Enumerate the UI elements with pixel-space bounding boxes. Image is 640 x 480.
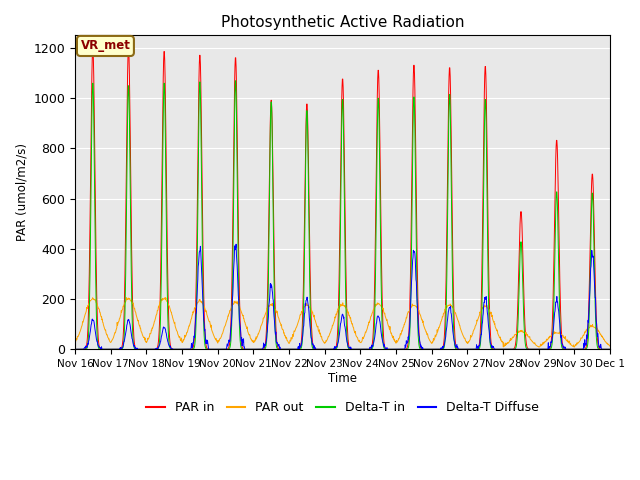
- PAR in: [250, 347, 258, 352]
- Delta-T in: [496, 347, 504, 352]
- PAR out: [71, 339, 79, 345]
- Y-axis label: PAR (umol/m2/s): PAR (umol/m2/s): [15, 144, 28, 241]
- Text: VR_met: VR_met: [81, 39, 131, 52]
- PAR out: [426, 337, 433, 343]
- PAR out: [606, 343, 614, 349]
- Delta-T Diffuse: [177, 347, 185, 352]
- Line: PAR in: PAR in: [75, 49, 610, 349]
- Delta-T in: [71, 347, 79, 352]
- Line: PAR out: PAR out: [75, 298, 610, 347]
- PAR in: [71, 347, 79, 352]
- PAR in: [496, 347, 504, 352]
- Delta-T Diffuse: [499, 347, 507, 352]
- Delta-T Diffuse: [496, 347, 504, 352]
- Delta-T in: [232, 78, 239, 84]
- PAR in: [191, 335, 198, 341]
- Delta-T Diffuse: [71, 347, 79, 352]
- Delta-T in: [177, 347, 185, 352]
- Line: Delta-T Diffuse: Delta-T Diffuse: [75, 244, 610, 349]
- Delta-T in: [606, 347, 614, 352]
- PAR in: [426, 347, 433, 352]
- PAR out: [250, 339, 258, 345]
- Delta-T Diffuse: [232, 241, 240, 247]
- PAR out: [535, 344, 543, 350]
- Legend: PAR in, PAR out, Delta-T in, Delta-T Diffuse: PAR in, PAR out, Delta-T in, Delta-T Dif…: [141, 396, 544, 420]
- PAR in: [499, 347, 507, 352]
- PAR out: [191, 305, 198, 311]
- Delta-T in: [250, 347, 258, 352]
- PAR out: [178, 335, 186, 341]
- PAR out: [496, 335, 504, 341]
- PAR out: [161, 295, 169, 300]
- PAR in: [606, 347, 614, 352]
- Delta-T Diffuse: [250, 347, 258, 352]
- Delta-T in: [426, 347, 433, 352]
- PAR out: [543, 337, 551, 343]
- Line: Delta-T in: Delta-T in: [75, 81, 610, 349]
- Delta-T in: [190, 345, 198, 351]
- Delta-T Diffuse: [190, 333, 198, 339]
- Title: Photosynthetic Active Radiation: Photosynthetic Active Radiation: [221, 15, 465, 30]
- Delta-T in: [499, 347, 507, 352]
- PAR in: [89, 46, 97, 52]
- X-axis label: Time: Time: [328, 372, 357, 385]
- Delta-T in: [543, 347, 551, 352]
- Delta-T Diffuse: [426, 347, 433, 352]
- PAR in: [178, 347, 186, 352]
- Delta-T Diffuse: [543, 347, 551, 352]
- PAR in: [543, 347, 551, 352]
- Delta-T Diffuse: [606, 347, 614, 352]
